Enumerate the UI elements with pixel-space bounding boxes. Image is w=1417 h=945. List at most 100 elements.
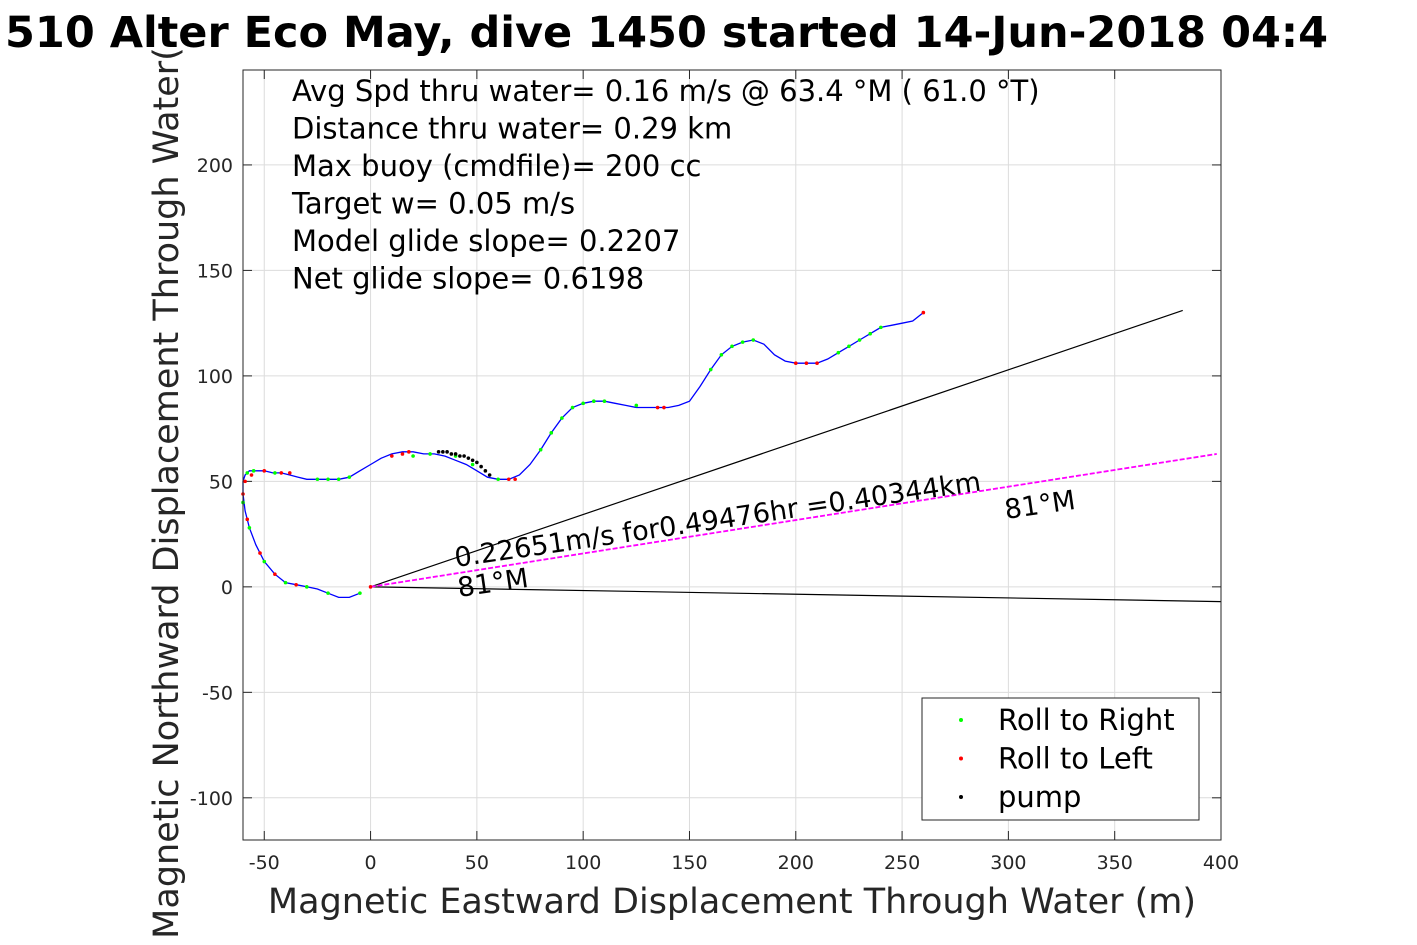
pump-point — [475, 460, 479, 465]
pump-point — [445, 450, 449, 454]
legend-label: Roll to Left — [998, 742, 1153, 776]
legend-marker — [959, 795, 963, 799]
roll-to-right-point — [836, 350, 841, 355]
roll-to-right-point — [538, 447, 543, 452]
pump-point — [449, 452, 454, 456]
roll-to-right-point — [428, 452, 432, 456]
roll-to-left-point — [390, 454, 394, 458]
roll-to-right-point — [549, 431, 554, 435]
roll-to-right-point — [326, 591, 330, 595]
y-tick-label: 50 — [209, 471, 233, 493]
reference-line-upper — [370, 309, 1183, 588]
roll-to-right-point — [708, 367, 713, 372]
y-tick-label: -100 — [190, 788, 233, 810]
info-line: Max buoy (cmdfile)= 200 cc — [292, 149, 701, 183]
roll-to-right-point — [251, 469, 256, 473]
roll-to-left-point — [793, 361, 798, 366]
roll-to-left-point — [243, 479, 247, 484]
legend-box — [921, 697, 1200, 821]
legend-label: pump — [998, 780, 1081, 814]
pump-point — [487, 473, 492, 477]
y-tick-label: -50 — [202, 682, 233, 704]
roll-to-right-point — [283, 580, 288, 585]
roll-to-right-point — [570, 405, 575, 410]
reference-lines — [370, 309, 1222, 603]
roll-to-right-point — [740, 340, 745, 344]
x-tick-label: 300 — [990, 852, 1026, 874]
roll-to-right-point — [245, 471, 250, 475]
roll-to-right-point — [602, 399, 607, 404]
roll-to-left-point — [368, 585, 373, 589]
x-tick-label: 200 — [778, 852, 814, 874]
roll-to-left-point — [400, 452, 405, 456]
roll-to-right-point — [847, 344, 851, 349]
axes-box — [242, 69, 1222, 841]
axis-ticks: -50 0 50 100 150 200 250 300 350 400 -100 -50 0 50 100… — [190, 70, 1239, 874]
x-axis-label: Magnetic Eastward Displacement Through W… — [268, 882, 1196, 922]
y-tick-label: 100 — [197, 366, 233, 388]
legend: Roll to Right Roll to Left pump — [921, 697, 1200, 821]
reference-line-current — [370, 453, 1217, 588]
roll-to-right-point — [730, 344, 734, 349]
x-tick-label: 150 — [671, 852, 707, 874]
pump-point — [436, 450, 441, 454]
y-tick-label: 150 — [197, 260, 233, 282]
x-tick-label: 100 — [565, 852, 601, 874]
roll-to-left-point — [815, 361, 819, 366]
roll-to-right-point — [592, 399, 596, 404]
x-tick-label: 350 — [1097, 852, 1133, 874]
info-line: Model glide slope= 0.2207 — [292, 224, 680, 258]
chart-title: 510 Alter Eco May, dive 1450 started 14-… — [5, 8, 1328, 58]
reference-line-lower — [370, 586, 1222, 603]
y-axis-label: Magnetic Northward Displacement Through … — [147, 47, 187, 939]
pump-point — [483, 469, 488, 473]
roll-to-left-point — [662, 405, 666, 410]
roll-to-left-point — [513, 477, 517, 482]
roll-to-left-point — [249, 473, 254, 477]
x-tick-label: -50 — [249, 852, 280, 874]
roll-to-right-point — [262, 559, 267, 564]
roll-to-right-point — [247, 525, 252, 530]
pump-point — [458, 454, 462, 458]
roll-to-right-point — [470, 462, 475, 467]
roll-to-left-point — [506, 477, 511, 482]
legend-marker — [959, 718, 963, 722]
roll-to-right-point — [273, 471, 277, 475]
pump-point — [462, 454, 466, 458]
roll-to-right-point — [336, 477, 341, 482]
roll-to-right-point — [326, 477, 330, 482]
roll-to-right-point — [751, 338, 756, 342]
roll-to-left-point — [245, 517, 250, 522]
roll-to-left-point — [921, 310, 926, 315]
roll-to-right-point — [347, 475, 352, 479]
roll-to-left-point — [407, 450, 411, 454]
roll-to-right-point — [496, 477, 500, 482]
roll-to-left-point — [804, 361, 809, 366]
roll-to-right-point — [411, 454, 415, 458]
roll-to-right-point — [315, 477, 320, 482]
roll-to-left-point — [287, 471, 292, 475]
roll-to-right-point — [560, 416, 564, 420]
roll-to-right-point — [719, 352, 724, 357]
roll-to-left-point — [655, 405, 660, 410]
roll-to-right-point — [868, 331, 872, 336]
x-tick-label: 250 — [884, 852, 920, 874]
pump-point — [453, 452, 458, 456]
y-tick-label: 0 — [221, 577, 233, 599]
x-tick-label: 50 — [465, 852, 489, 874]
x-tick-label: 0 — [365, 852, 377, 874]
legend-marker — [959, 756, 963, 761]
roll-to-left-point — [273, 572, 277, 576]
pump-point — [466, 456, 471, 460]
roll-to-right-point — [304, 585, 309, 589]
roll-to-left-point — [294, 582, 298, 587]
info-line: Net glide slope= 0.6198 — [292, 262, 644, 296]
info-line: Distance thru water= 0.29 km — [292, 112, 732, 146]
info-line: Avg Spd thru water= 0.16 m/s @ 63.4 °M (… — [292, 74, 1040, 108]
roll-to-right-point — [857, 338, 862, 342]
roll-to-right-point — [634, 403, 639, 408]
roll-to-right-point — [581, 401, 585, 406]
pump-point — [441, 450, 445, 454]
roll-to-left-point — [279, 471, 284, 475]
